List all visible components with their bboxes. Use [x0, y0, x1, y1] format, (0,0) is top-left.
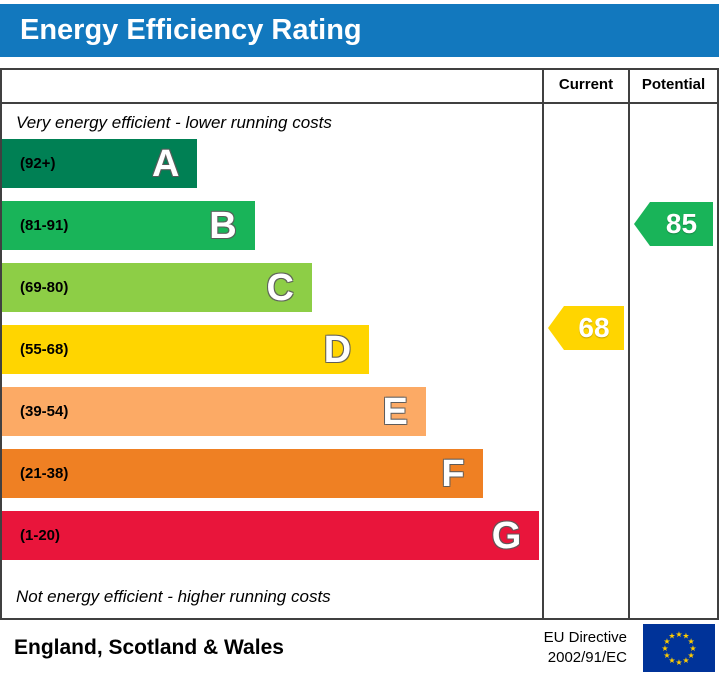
- bands-list: (92+) A (81-91) B (69-80) C (55-68) D: [2, 139, 542, 560]
- table-header-row: Current Potential: [2, 70, 717, 104]
- svg-text:★: ★: [682, 631, 689, 640]
- eu-directive-line1: EU Directive: [543, 629, 627, 646]
- header-spacer-cell: [2, 70, 542, 102]
- potential-rating-value: 85: [650, 202, 713, 246]
- eu-directive-label: EU Directive 2002/91/EC: [544, 628, 627, 667]
- footer-region-label: England, Scotland & Wales: [14, 635, 284, 659]
- svg-text:★: ★: [663, 636, 670, 645]
- band-g-range: (1-20): [20, 527, 61, 544]
- band-e-letter: E: [382, 390, 408, 433]
- svg-text:★: ★: [668, 655, 675, 664]
- band-f-letter: F: [441, 452, 465, 495]
- current-column: 68: [542, 104, 628, 618]
- band-e-range: (39-54): [20, 403, 69, 420]
- eu-flag-icon: ★ ★ ★ ★ ★ ★ ★ ★ ★ ★ ★ ★: [643, 623, 715, 672]
- current-column-header: Current: [542, 70, 628, 102]
- svg-text:★: ★: [688, 636, 695, 645]
- band-g: (1-20) G: [2, 511, 540, 560]
- band-b-range: (81-91): [20, 217, 69, 234]
- band-c: (69-80) C: [2, 263, 312, 312]
- epc-chart: Energy Efficiency Rating Current Potenti…: [0, 4, 719, 675]
- band-d-range: (55-68): [20, 341, 69, 358]
- band-b-letter: B: [209, 204, 237, 247]
- svg-text:★: ★: [661, 643, 668, 652]
- current-rating-arrow: 68: [548, 306, 624, 350]
- svg-text:★: ★: [668, 631, 675, 640]
- band-g-letter: G: [491, 514, 522, 557]
- bands-area: Very energy efficient - lower running co…: [2, 104, 542, 618]
- svg-text:★: ★: [682, 655, 689, 664]
- band-d: (55-68) D: [2, 325, 370, 374]
- potential-rating-arrow: 85: [634, 202, 713, 246]
- band-c-range: (69-80): [20, 279, 69, 296]
- band-e: (39-54) E: [2, 387, 426, 436]
- svg-text:★: ★: [689, 643, 696, 652]
- rating-table: Current Potential Very energy efficient …: [0, 68, 719, 620]
- band-f-range: (21-38): [20, 465, 69, 482]
- eu-directive-line2: 2002/91/EC: [547, 648, 627, 666]
- potential-column: 85: [628, 104, 717, 618]
- band-d-letter: D: [323, 328, 352, 371]
- current-arrow-tip-icon: [548, 306, 564, 350]
- footer: England, Scotland & Wales EU Directive 2…: [0, 620, 719, 675]
- table-body-row: Very energy efficient - lower running co…: [2, 104, 717, 618]
- band-b: (81-91) B: [2, 201, 255, 250]
- svg-text:★: ★: [675, 657, 682, 666]
- band-a: (92+) A: [2, 139, 198, 188]
- caption-bottom: Not energy efficient - higher running co…: [16, 587, 331, 606]
- page-title-bar: Energy Efficiency Rating: [0, 4, 719, 57]
- band-f: (21-38) F: [2, 449, 483, 498]
- svg-text:★: ★: [663, 650, 670, 659]
- current-rating-value: 68: [564, 306, 624, 350]
- caption-top: Very energy efficient - lower running co…: [16, 113, 332, 132]
- svg-text:★: ★: [675, 629, 682, 638]
- band-a-letter: A: [152, 142, 180, 185]
- potential-arrow-tip-icon: [634, 202, 650, 246]
- potential-column-header: Potential: [628, 70, 717, 102]
- svg-text:★: ★: [688, 650, 695, 659]
- band-c-letter: C: [266, 266, 294, 309]
- page-title: Energy Efficiency Rating: [20, 14, 362, 46]
- band-a-range: (92+): [20, 155, 56, 172]
